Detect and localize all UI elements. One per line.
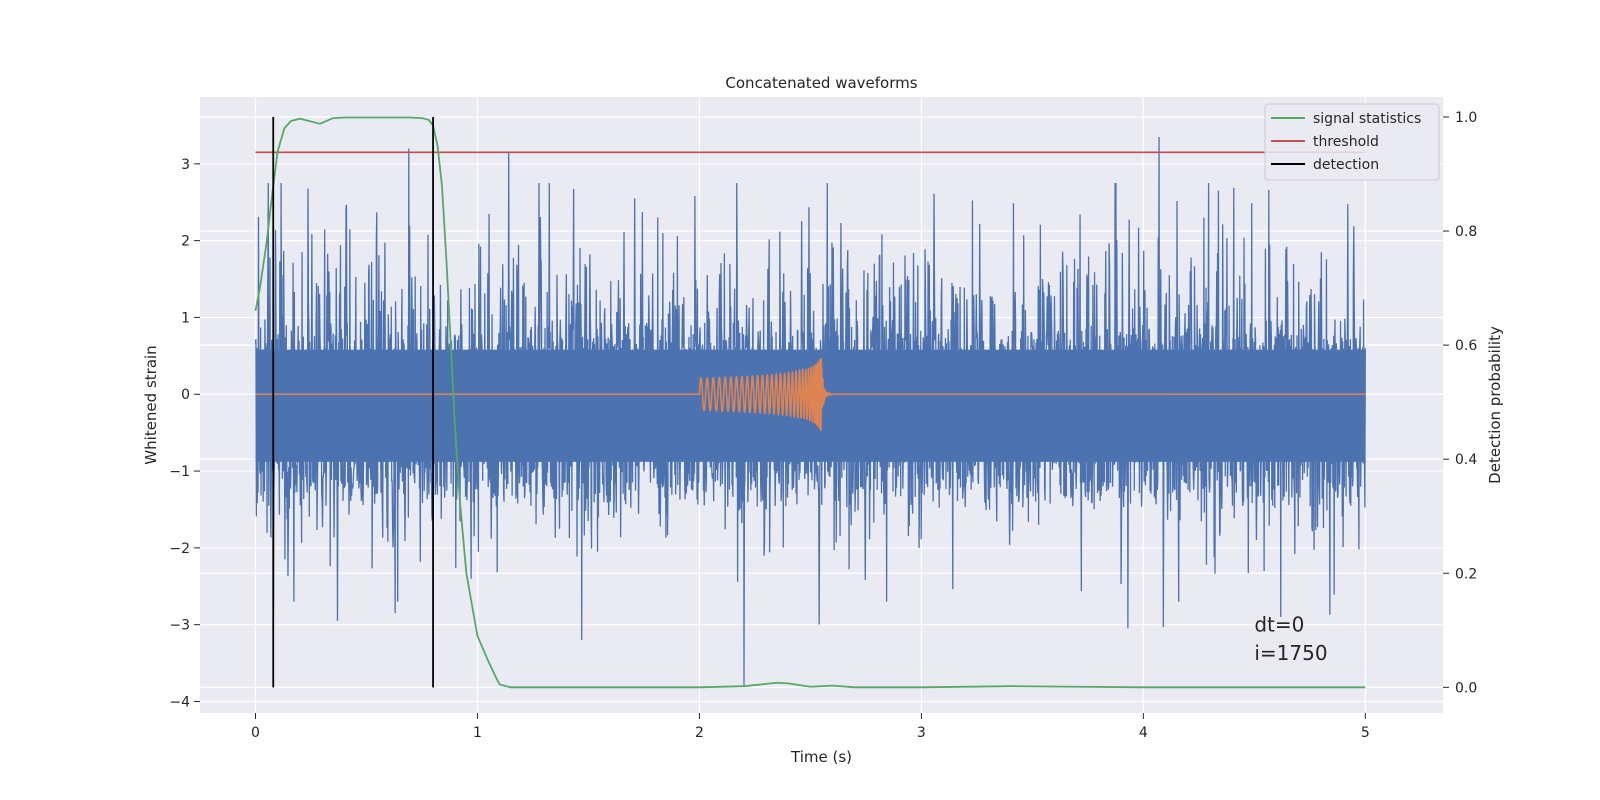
legend: signal statistics threshold detection [1264,103,1440,181]
x-tick-label: 1 [473,725,482,741]
y-right-tick-label: 0.0 [1455,680,1477,696]
series-layer [254,116,1366,689]
left-axis: −4 −3 −2 −1 0 1 2 3 [169,157,200,710]
y-right-tick-label: 0.8 [1455,224,1477,240]
legend-label: threshold [1313,134,1379,150]
x-tick-label: 5 [1361,725,1370,741]
y-tick-label: 0 [181,387,190,403]
annotation-dt: dt=0 [1254,613,1304,637]
y-tick-label: 2 [181,234,190,250]
injected-chirp-series [255,358,1366,432]
y-right-tick-label: 0.2 [1455,566,1477,582]
chart-title: Concatenated waveforms [725,74,917,92]
x-tick-label: 3 [917,725,926,741]
y-tick-label: 3 [181,157,190,173]
x-tick-label: 0 [251,725,260,741]
y-tick-label: 1 [181,310,190,326]
x-tick-label: 4 [1139,725,1148,741]
y-tick-label: −2 [169,541,190,557]
legend-label: detection [1313,157,1379,173]
annotation-index: i=1750 [1254,641,1327,665]
y-right-tick-label: 0.6 [1455,338,1477,354]
x-tick-label: 2 [695,725,704,741]
y-tick-label: −4 [169,694,190,710]
y-axis-label: Whitened strain [142,345,160,464]
y-tick-label: −1 [169,464,190,480]
signal-statistics-line [254,116,1366,689]
x-axis-label: Time (s) [790,748,852,766]
legend-box [1264,103,1440,181]
y-right-tick-label: 1.0 [1455,110,1477,126]
right-axis: 0.0 0.2 0.4 0.6 0.8 1.0 [1443,110,1477,696]
y-tick-label: −3 [169,618,190,634]
legend-label: signal statistics [1313,111,1421,127]
bottom-axis: 0 1 2 3 4 5 [251,713,1370,741]
y-right-tick-label: 0.4 [1455,452,1477,468]
y-axis-right-label: Detection probability [1486,326,1504,484]
